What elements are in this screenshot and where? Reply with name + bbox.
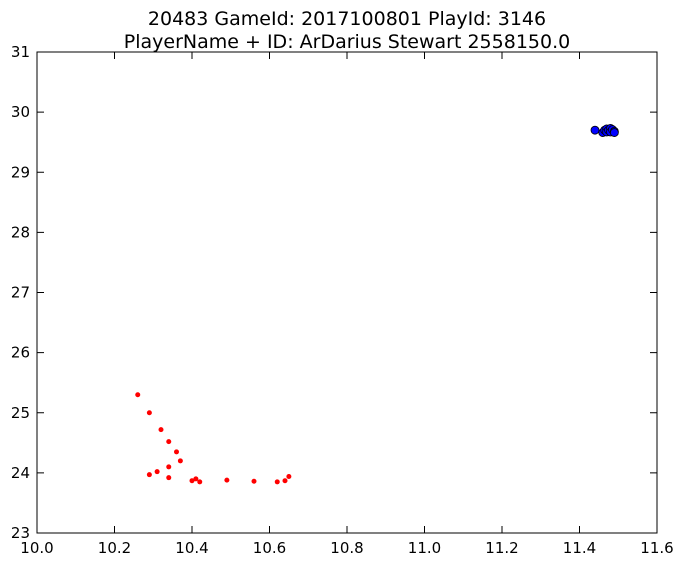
data-point-red	[174, 449, 179, 455]
x-tick-label: 10.8	[330, 539, 363, 557]
y-tick-label: 24	[11, 464, 30, 482]
data-point-red	[166, 439, 172, 445]
x-tick-label: 11.4	[563, 539, 596, 557]
y-tick-label: 31	[11, 43, 30, 61]
plot-area: 10.0 10.2 10.4 10.6 10.8 11.0 11.2 11.4 11.6 23 24…	[11, 43, 674, 557]
data-point-red	[251, 478, 257, 484]
x-tick-label: 11.0	[408, 539, 441, 557]
data-point-blue	[609, 128, 619, 137]
data-point-red	[166, 464, 172, 470]
x-tick-label: 10.6	[253, 539, 286, 557]
data-point-red	[154, 469, 160, 475]
x-tick-label: 10.4	[175, 539, 208, 557]
y-tick-label: 28	[11, 223, 30, 241]
data-point-red	[224, 477, 230, 483]
data-point-red	[193, 476, 199, 482]
data-point-red	[286, 473, 292, 479]
y-tick-label: 26	[11, 344, 30, 362]
y-tick-label: 29	[11, 163, 30, 181]
x-tick-label: 10.2	[98, 539, 131, 557]
y-tick-label: 23	[11, 524, 30, 542]
y-tick-label: 25	[11, 404, 30, 422]
data-point-red	[146, 472, 152, 478]
data-point-red	[197, 479, 203, 485]
data-point-red	[166, 475, 172, 481]
data-point-red	[135, 392, 141, 398]
data-point-red	[274, 479, 280, 485]
data-point-red	[158, 427, 164, 433]
x-tick-label: 10.0	[20, 539, 53, 557]
y-tick-label: 27	[11, 284, 30, 302]
y-tick-label: 30	[11, 103, 30, 121]
chart-title-line-2: PlayerName + ID: ArDarius Stewart 255815…	[124, 31, 570, 53]
plot-frame	[36, 51, 658, 534]
data-point-red	[177, 458, 183, 464]
x-tick-label: 11.2	[485, 539, 518, 557]
chart-title-line-1: 20483 GameId: 2017100801 PlayId: 3146	[148, 8, 546, 30]
data-point-red	[189, 478, 195, 484]
data-point-red	[146, 410, 152, 416]
data-point-blue	[590, 125, 600, 135]
data-point-red	[282, 478, 288, 484]
x-tick-label: 11.6	[640, 539, 673, 557]
